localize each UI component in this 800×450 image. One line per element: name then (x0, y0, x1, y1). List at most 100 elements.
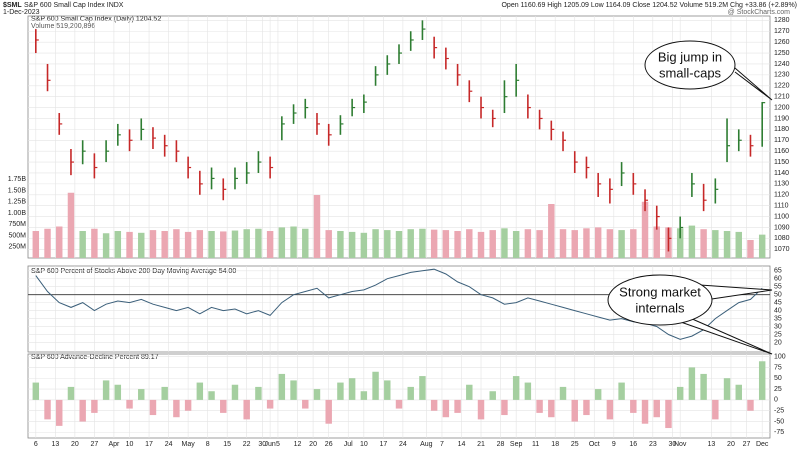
volume-bar (641, 201, 649, 258)
ad-bar (220, 399, 227, 413)
volume-bar (524, 229, 532, 258)
ad-legend: S&P 600 Advance-Decline Percent 89.17 (31, 354, 159, 361)
ad-bar (524, 382, 532, 400)
volume-bar (372, 229, 379, 258)
volume-bar (477, 231, 485, 258)
volume-bar (501, 228, 508, 258)
volume-bar (653, 226, 660, 258)
volume-bar (454, 231, 461, 258)
ad-bar (676, 386, 684, 400)
volume-bar (723, 231, 731, 258)
volume-bar (360, 232, 368, 258)
volume-bar (548, 204, 555, 258)
x-tick-label: 30 (258, 441, 266, 448)
y-tick-label: 1250 (774, 50, 790, 57)
x-tick-label: Aug (420, 441, 433, 448)
ad-bar (665, 399, 672, 429)
y-tick-label: 55 (774, 284, 782, 291)
ad-bar (466, 384, 473, 400)
ad-bar (430, 399, 438, 411)
volume-bar (466, 229, 473, 258)
ad-bar (419, 376, 426, 400)
panel-frame (27, 353, 771, 439)
ad-bar (337, 382, 344, 400)
volume-bar (44, 228, 51, 258)
ad-bar (571, 399, 578, 422)
volume-bar (126, 231, 133, 258)
ad-bar (114, 384, 122, 400)
x-tick-label: 27 (743, 441, 751, 448)
x-tick-label: Nov (674, 441, 687, 448)
x-tick-label: 17 (379, 441, 387, 448)
callout-pointer (674, 317, 773, 355)
y-tick-label: 1130 (774, 181, 789, 188)
callout-text: small-caps (659, 65, 722, 80)
volume-bar (161, 231, 168, 258)
y-tick-label: 250M (8, 244, 26, 251)
ad-bar (91, 399, 98, 413)
x-tick-label: 20 (71, 441, 79, 448)
index-name: S&P 600 Small Cap Index INDX (24, 2, 124, 9)
ad-bar (290, 380, 297, 400)
x-tick-label: 16 (629, 441, 637, 448)
y-tick-label: 1110 (774, 203, 789, 210)
callout-text: Big jump in (658, 49, 722, 64)
volume-bar (735, 231, 742, 258)
y-tick-label: 1230 (774, 72, 790, 79)
y-tick-label: 65 (774, 268, 782, 275)
ad-bar (653, 399, 660, 418)
y-tick-label: 1220 (774, 83, 790, 90)
breadth-legend: S&P 600 Percent of Stocks Above 200 Day … (31, 268, 236, 275)
x-tick-label: Dec (756, 441, 769, 448)
y-tick-label: 25 (774, 331, 782, 338)
ad-bar (348, 378, 356, 400)
y-tick-label: 1190 (774, 115, 789, 122)
x-tick-label: 24 (165, 441, 173, 448)
volume-bar (430, 229, 438, 258)
volume-bar (606, 229, 614, 258)
volume-bar (536, 230, 543, 258)
x-tick-label: 24 (399, 441, 407, 448)
x-tick-label: 20 (309, 441, 317, 448)
ad-bar (548, 399, 555, 418)
volume-bar (290, 226, 297, 258)
callout-pointer (727, 61, 773, 101)
volume-bar (138, 232, 145, 258)
y-tick-label: 0 (774, 397, 778, 404)
volume-bar (419, 228, 426, 258)
volume-bar (220, 231, 227, 258)
ad-bar (583, 399, 590, 416)
volume-bar (747, 240, 754, 258)
ad-bar (606, 399, 614, 420)
ad-bar (44, 399, 51, 420)
volume-bar (255, 228, 262, 258)
y-tick-label: 1210 (774, 94, 790, 101)
ad-bar (32, 382, 40, 400)
y-tick-label: 50 (774, 292, 782, 299)
x-tick-label: 7 (440, 441, 444, 448)
y-tick-label: 1120 (774, 192, 789, 199)
ad-bar (641, 399, 649, 424)
x-tick-label: 30 (668, 441, 676, 448)
x-tick-label: 22 (243, 441, 251, 448)
ad-bar (173, 399, 180, 418)
volume-bar (594, 227, 602, 258)
x-tick-label: 14 (458, 441, 466, 448)
y-tick-label: 1160 (774, 148, 789, 155)
volume-bar (56, 226, 63, 258)
ad-bar (360, 391, 368, 400)
y-tick-label: 1240 (774, 61, 790, 68)
ad-bar (313, 389, 321, 400)
ad-bar (489, 391, 496, 400)
x-tick-label: 8 (206, 441, 210, 448)
callout-bubble (644, 40, 736, 90)
x-tick-label: Oct (589, 441, 600, 448)
ad-bar (536, 399, 543, 413)
y-tick-label: 1200 (774, 104, 790, 111)
volume-bar (32, 231, 40, 258)
y-tick-label: 1180 (774, 126, 789, 133)
volume-bar (571, 230, 578, 258)
ad-bar (559, 386, 567, 400)
volume-bar (630, 229, 637, 258)
volume-legend: Volume 519,200,896 (31, 23, 95, 30)
